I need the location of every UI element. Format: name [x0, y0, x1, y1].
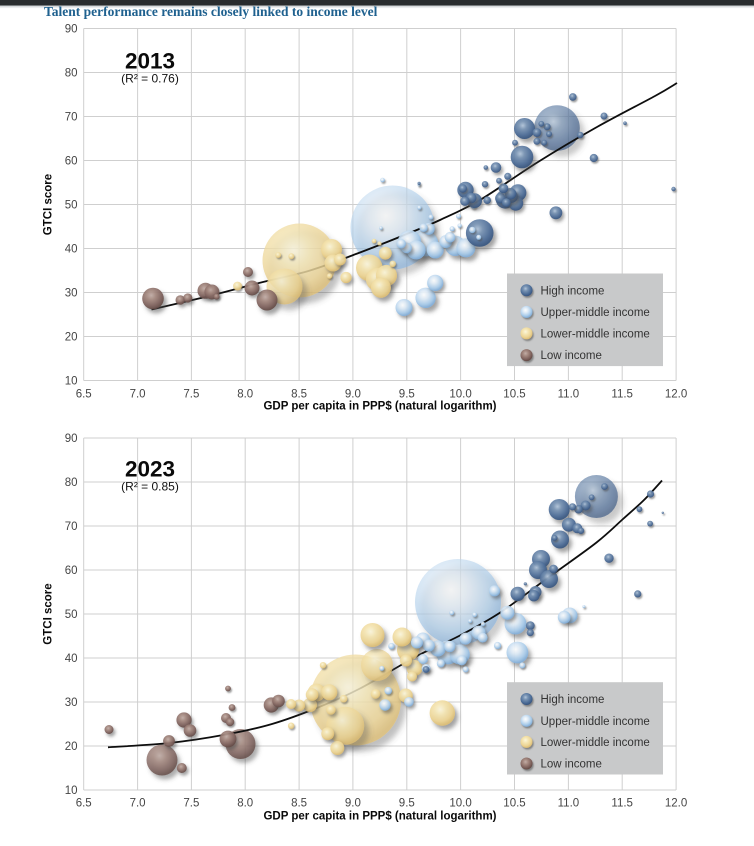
svg-text:10: 10 — [65, 376, 78, 388]
svg-text:80: 80 — [65, 68, 78, 80]
svg-text:80: 80 — [65, 477, 78, 489]
svg-text:7.5: 7.5 — [183, 798, 199, 810]
svg-text:High income: High income — [541, 694, 605, 706]
svg-text:30: 30 — [65, 288, 78, 300]
svg-text:11.0: 11.0 — [558, 798, 580, 810]
svg-text:6.5: 6.5 — [76, 388, 92, 400]
svg-text:90: 90 — [65, 24, 78, 36]
svg-text:12.0: 12.0 — [665, 388, 687, 400]
svg-text:9.5: 9.5 — [399, 798, 415, 810]
svg-text:6.5: 6.5 — [76, 798, 92, 810]
svg-text:Lower-middle income: Lower-middle income — [541, 737, 650, 749]
svg-text:11.5: 11.5 — [611, 388, 633, 400]
svg-text:50: 50 — [65, 200, 78, 212]
svg-text:GTCI score: GTCI score — [43, 174, 55, 235]
svg-text:Lower-middle income: Lower-middle income — [541, 328, 650, 340]
svg-text:70: 70 — [65, 521, 78, 533]
svg-text:11.5: 11.5 — [611, 798, 633, 810]
svg-text:Low income: Low income — [541, 350, 602, 362]
svg-text:Talent performance remains clo: Talent performance remains closely linke… — [44, 4, 378, 19]
svg-text:90: 90 — [65, 433, 78, 445]
svg-text:7.0: 7.0 — [130, 388, 146, 400]
svg-text:20: 20 — [65, 332, 78, 344]
svg-text:40: 40 — [65, 653, 78, 665]
svg-text:7.0: 7.0 — [130, 798, 146, 810]
svg-text:50: 50 — [65, 609, 78, 621]
svg-text:30: 30 — [65, 697, 78, 709]
svg-text:GDP per capita in PPP$ (natura: GDP per capita in PPP$ (natural logarith… — [263, 401, 496, 413]
svg-text:2023: 2023 — [125, 457, 175, 482]
svg-text:8.0: 8.0 — [237, 388, 253, 400]
svg-text:7.5: 7.5 — [183, 388, 199, 400]
svg-text:8.5: 8.5 — [291, 388, 307, 400]
svg-text:9.5: 9.5 — [399, 388, 415, 400]
svg-text:10.5: 10.5 — [503, 798, 525, 810]
svg-text:Low income: Low income — [541, 759, 602, 771]
svg-text:(R² = 0.85): (R² = 0.85) — [121, 479, 179, 493]
svg-text:9.0: 9.0 — [345, 798, 361, 810]
svg-text:20: 20 — [65, 741, 78, 753]
svg-text:70: 70 — [65, 112, 78, 124]
svg-text:High income: High income — [541, 285, 605, 297]
svg-text:(R² = 0.76): (R² = 0.76) — [121, 71, 179, 85]
svg-text:GTCI score: GTCI score — [43, 583, 55, 644]
svg-text:10.5: 10.5 — [503, 388, 525, 400]
svg-text:8.5: 8.5 — [291, 798, 307, 810]
svg-text:12.0: 12.0 — [665, 798, 687, 810]
svg-text:11.0: 11.0 — [558, 388, 580, 400]
svg-text:Upper-middle income: Upper-middle income — [541, 307, 650, 319]
svg-text:Upper-middle income: Upper-middle income — [541, 716, 650, 728]
svg-text:9.0: 9.0 — [345, 388, 361, 400]
svg-text:60: 60 — [65, 565, 78, 577]
svg-text:10.0: 10.0 — [449, 388, 471, 400]
svg-text:10.0: 10.0 — [449, 798, 471, 810]
svg-text:10: 10 — [65, 785, 78, 797]
svg-text:8.0: 8.0 — [237, 798, 253, 810]
svg-text:40: 40 — [65, 244, 78, 256]
svg-text:GDP per capita in PPP$ (natura: GDP per capita in PPP$ (natural logarith… — [263, 811, 496, 823]
svg-text:2013: 2013 — [125, 49, 175, 74]
svg-text:60: 60 — [65, 156, 78, 168]
